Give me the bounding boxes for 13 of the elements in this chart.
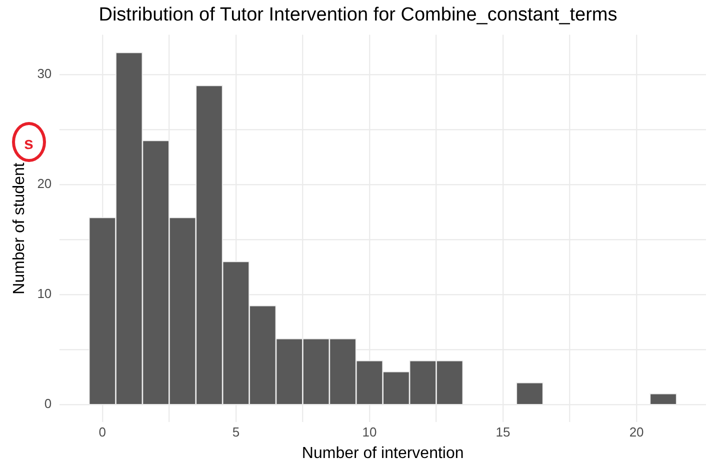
- y-tick-label: 20: [37, 176, 52, 192]
- x-tick-label: 15: [496, 424, 510, 440]
- x-tick-label: 5: [232, 424, 240, 440]
- y-tick-label: 30: [37, 66, 52, 81]
- x-axis-title: Number of intervention: [302, 444, 464, 462]
- x-tick-label: 20: [629, 424, 644, 440]
- text: s: [24, 134, 34, 154]
- x-tick-label: 0: [98, 424, 106, 440]
- chart-title: Distribution of Tutor Intervention for Combine_constant_terms: [98, 4, 618, 26]
- y-tick-label: 10: [37, 286, 52, 302]
- x-tick-label: 10: [362, 424, 377, 440]
- y-tick-label: 0: [44, 396, 52, 412]
- y-axis-title: Number of student: [11, 162, 28, 294]
